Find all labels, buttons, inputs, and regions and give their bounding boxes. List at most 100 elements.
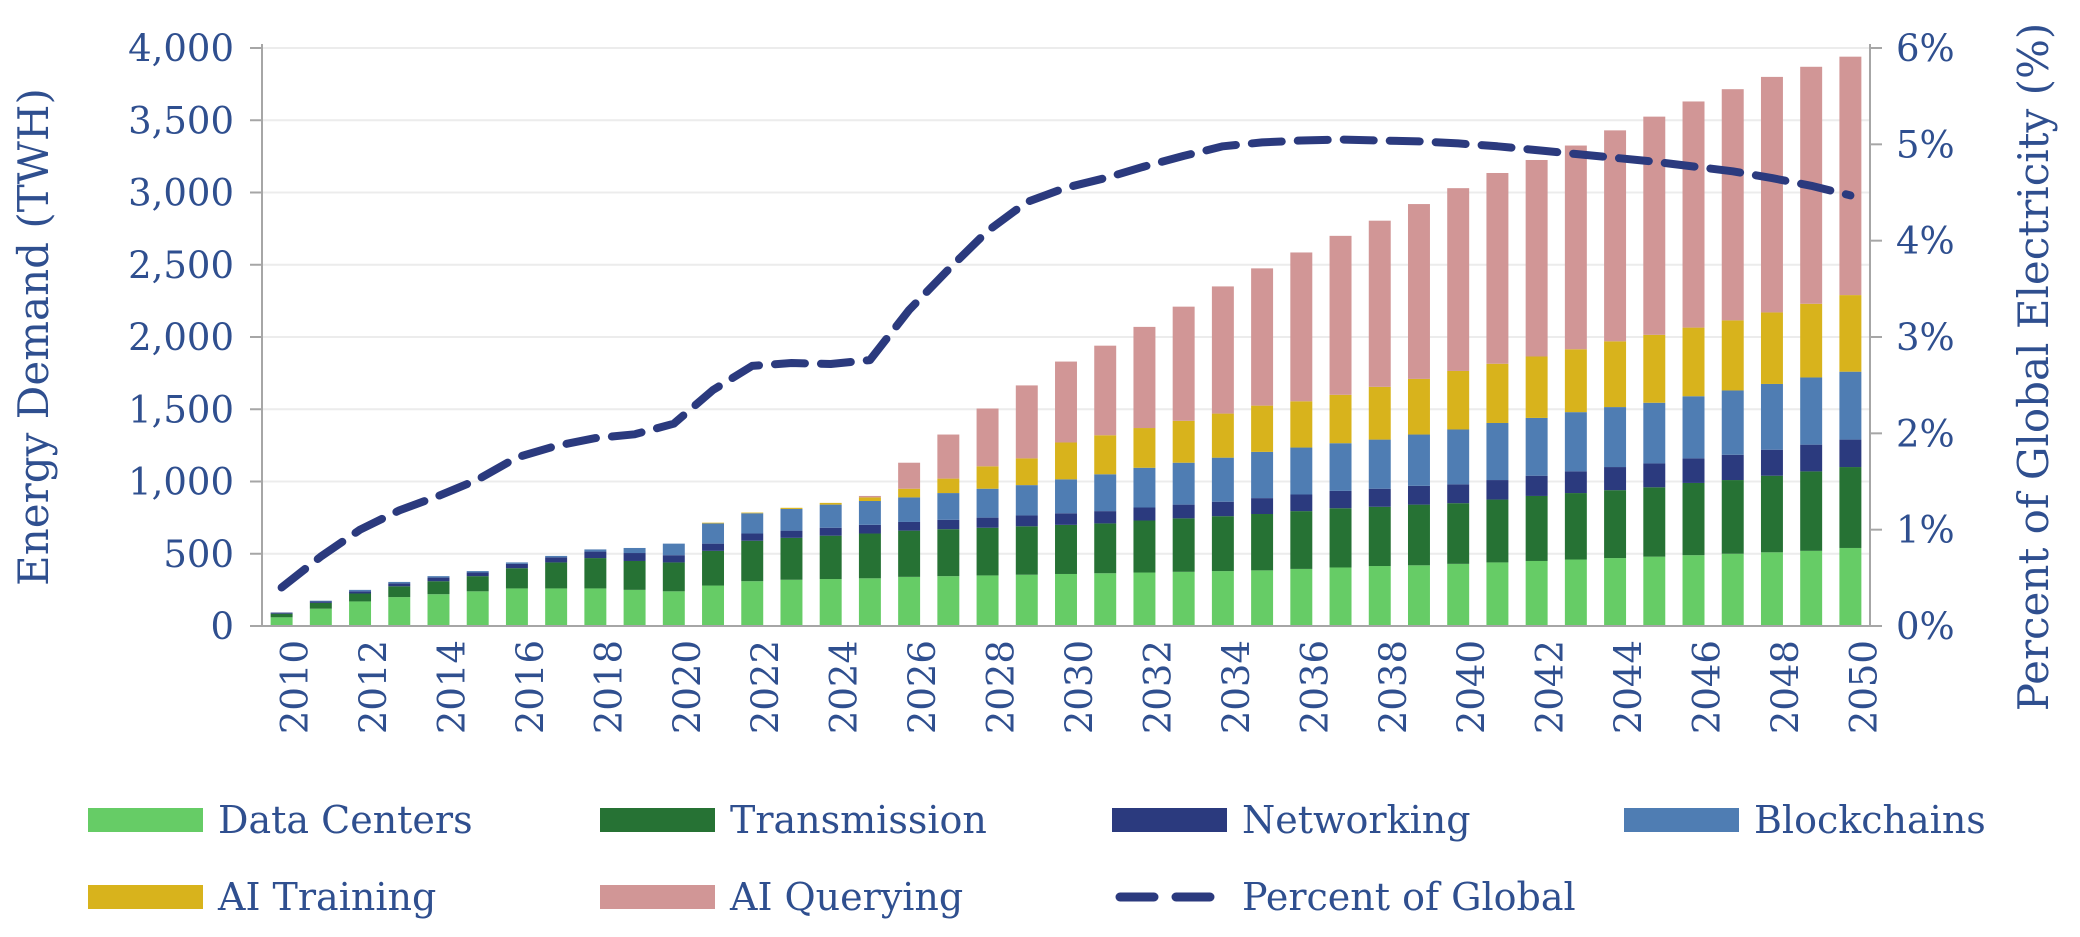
bar-ai-training <box>937 478 960 494</box>
bar-transmission <box>270 613 293 618</box>
bar-ai-training <box>1407 378 1430 435</box>
bar-ai-querying <box>1368 220 1391 387</box>
bar-data-centers <box>427 594 450 626</box>
bar-transmission <box>1368 506 1391 567</box>
bar-networking <box>388 583 411 587</box>
bar-stack <box>584 549 607 626</box>
bar-networking <box>858 524 881 534</box>
bar-transmission <box>1290 511 1313 569</box>
y-tick-label: 500 <box>163 533 234 576</box>
bar-data-centers <box>1760 552 1783 626</box>
legend-label: AI Training <box>217 875 436 919</box>
bar-blockchains <box>662 543 685 556</box>
bar-stack <box>427 576 450 626</box>
bar-data-centers <box>662 591 685 626</box>
legend-label: Blockchains <box>1754 798 1986 842</box>
bar-ai-querying <box>1721 89 1744 321</box>
x-tick-label: 2020 <box>666 640 709 734</box>
bar-transmission <box>1251 514 1274 571</box>
bar-data-centers <box>270 617 293 626</box>
bars <box>270 56 1862 626</box>
bar-networking <box>741 533 764 541</box>
bar-data-centers <box>741 581 764 626</box>
bar-transmission <box>1486 499 1509 563</box>
y-tick-label: 1,500 <box>128 388 234 431</box>
bar-transmission <box>1721 480 1744 554</box>
bar-stack <box>1839 56 1862 626</box>
bar-networking <box>819 527 842 536</box>
bar-data-centers <box>623 589 646 626</box>
bar-ai-training <box>780 507 803 509</box>
bar-stack <box>545 555 568 626</box>
legend-item-ai-querying: AI Querying <box>600 875 963 919</box>
bar-networking <box>662 555 685 563</box>
bar-stack <box>349 589 372 626</box>
bar-blockchains <box>702 523 725 544</box>
bar-blockchains <box>1682 396 1705 459</box>
x-tick-label: 2034 <box>1215 640 1258 734</box>
bar-ai-training <box>1721 320 1744 391</box>
bar-transmission <box>819 535 842 580</box>
bar-ai-training <box>1760 312 1783 384</box>
bar-blockchains <box>1251 451 1274 499</box>
bar-networking <box>1604 467 1627 491</box>
bar-ai-training <box>1094 435 1117 475</box>
x-tick-label: 2028 <box>980 640 1023 734</box>
bar-data-centers <box>1839 547 1862 626</box>
bar-stack <box>1447 188 1470 626</box>
y2-tick-label: 2% <box>1896 412 1955 455</box>
bar-stack <box>819 502 842 626</box>
bar-ai-training <box>1682 327 1705 397</box>
bar-blockchains <box>1564 412 1587 472</box>
bar-blockchains <box>858 501 881 525</box>
bar-stack <box>1094 345 1117 626</box>
bar-ai-querying <box>898 462 921 489</box>
bar-blockchains <box>1172 462 1195 505</box>
bar-stack <box>1251 268 1274 626</box>
bar-blockchains <box>1604 407 1627 468</box>
bar-blockchains <box>1760 383 1783 450</box>
bar-ai-querying <box>1055 361 1077 443</box>
bar-blockchains <box>1094 474 1117 512</box>
bar-data-centers <box>1172 571 1195 626</box>
axes: 0 500 1,000 1,500 2,000 2,500 3,000 3,500 4,000 0… <box>9 23 2058 734</box>
bar-transmission <box>349 593 372 602</box>
bar-blockchains <box>309 600 332 602</box>
bar-data-centers <box>388 597 411 626</box>
bar-ai-training <box>1368 386 1391 440</box>
bar-stack <box>1564 145 1587 626</box>
bar-ai-querying <box>1251 268 1274 406</box>
bar-stack <box>388 581 411 626</box>
bar-blockchains <box>976 488 999 518</box>
bar-ai-querying <box>1682 101 1705 328</box>
bar-stack <box>1133 326 1156 626</box>
bar-transmission <box>1447 503 1470 564</box>
bar-data-centers <box>584 588 607 626</box>
bar-ai-querying <box>1290 252 1313 402</box>
y2-tick-label: 6% <box>1896 27 1955 70</box>
bar-ai-querying <box>1447 188 1470 371</box>
bar-networking <box>1447 484 1470 504</box>
x-tick-label: 2040 <box>1450 640 1493 734</box>
bar-blockchains <box>1055 479 1077 514</box>
bar-stack <box>898 462 921 626</box>
bar-transmission <box>1329 508 1352 568</box>
bar-ai-training <box>858 497 881 502</box>
bar-ai-querying <box>1604 130 1627 342</box>
bar-transmission <box>1015 526 1038 575</box>
bar-data-centers <box>1368 566 1391 626</box>
bar-ai-training <box>1211 413 1234 458</box>
bar-stack <box>741 512 764 626</box>
legend-item-percent-of-global: Percent of Global <box>1115 875 1576 919</box>
bar-stack <box>1368 220 1391 626</box>
bar-networking <box>1839 439 1862 468</box>
bar-ai-training <box>819 502 842 505</box>
y2-tick-label: 5% <box>1896 123 1955 166</box>
bar-data-centers <box>1525 560 1548 626</box>
bar-stack <box>976 408 999 626</box>
y-tick-label: 2,500 <box>128 244 234 287</box>
bar-blockchains <box>623 547 646 554</box>
bar-data-centers <box>1564 559 1587 626</box>
bar-data-centers <box>702 585 725 626</box>
